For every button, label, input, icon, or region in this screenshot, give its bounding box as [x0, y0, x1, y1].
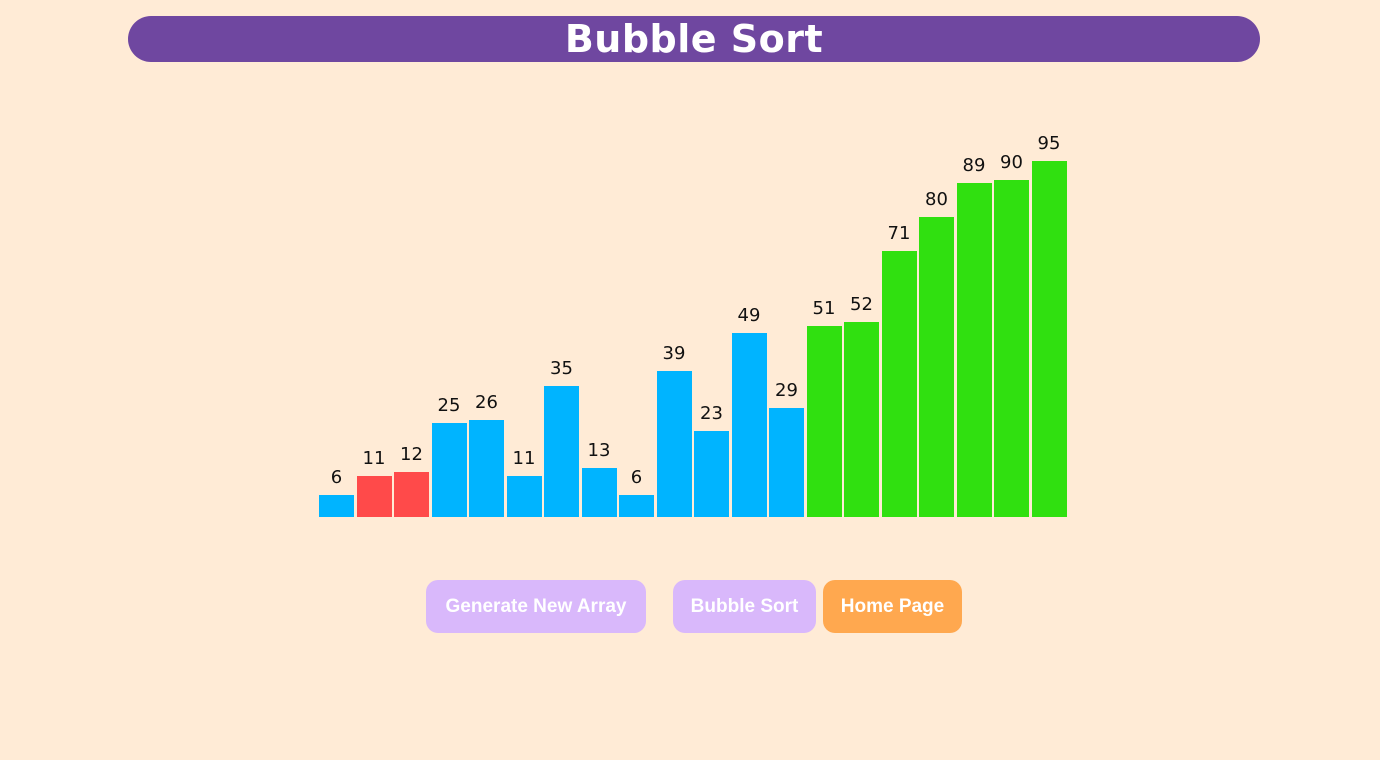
bar-value-label: 25: [437, 395, 461, 417]
array-bar: [469, 419, 504, 517]
bar-value-label: 52: [850, 294, 873, 315]
array-bar: [581, 468, 617, 517]
home-page-button[interactable]: Home Page: [823, 580, 962, 633]
bar-value-label: 89: [962, 155, 986, 177]
bar-value-label: 12: [400, 444, 423, 465]
bar-value-label: 6: [330, 466, 343, 488]
array-bar: [319, 494, 354, 517]
array-bar: [994, 179, 1029, 517]
array-bar: [956, 183, 992, 517]
array-bar: [544, 385, 579, 517]
bar-value-label: 6: [630, 466, 643, 488]
bar-value-label: 11: [512, 447, 536, 469]
bar-value-label: 13: [587, 440, 611, 462]
array-bar: [394, 472, 429, 517]
bar-value-label: 95: [1037, 132, 1061, 154]
array-bar: [356, 475, 392, 517]
array-bar: [881, 250, 917, 517]
title-bar: Bubble Sort: [128, 16, 1260, 62]
array-bar: [919, 217, 954, 517]
array-bar: [506, 475, 542, 517]
array-bar: [731, 333, 767, 517]
bar-value-label: 71: [887, 222, 911, 244]
bar-value-label: 23: [700, 402, 723, 424]
array-bar: [431, 423, 467, 517]
bar-value-label: 29: [775, 380, 798, 402]
array-bar: [656, 370, 692, 517]
bar-value-label: 35: [550, 357, 573, 379]
page-title: Bubble Sort: [564, 17, 824, 61]
bar-value-label: 49: [737, 305, 761, 327]
bubble-sort-button[interactable]: Bubble Sort: [673, 580, 816, 633]
array-bar: [769, 408, 804, 517]
array-bar: [806, 325, 842, 517]
array-bar: [1031, 160, 1067, 517]
bar-value-label: 80: [925, 189, 948, 210]
array-bar: [844, 322, 879, 517]
bar-value-label: 39: [662, 342, 686, 364]
generate-new-array-button[interactable]: Generate New Array: [426, 580, 646, 633]
bar-chart: 6 11 12 25 26 11 35 13 6 39 23 49 29 51 52 71 80 89 90 95: [319, 132, 1067, 517]
bar-value-label: 26: [475, 391, 498, 413]
bar-value-label: 51: [812, 297, 836, 319]
bar-value-label: 11: [362, 447, 386, 469]
bar-value-label: 90: [1000, 151, 1023, 173]
array-bar: [619, 494, 654, 517]
array-bar: [694, 430, 729, 517]
